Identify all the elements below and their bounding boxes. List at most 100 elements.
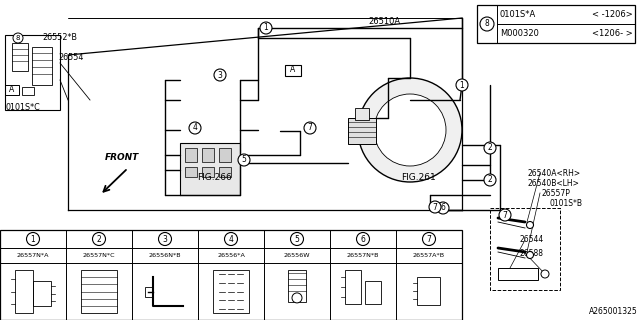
Circle shape bbox=[214, 69, 226, 81]
Circle shape bbox=[291, 233, 303, 245]
Text: 1: 1 bbox=[31, 235, 35, 244]
Text: 8: 8 bbox=[484, 20, 490, 28]
Bar bbox=[145, 286, 153, 297]
Circle shape bbox=[13, 33, 23, 43]
Bar bbox=[417, 277, 440, 305]
Circle shape bbox=[225, 233, 237, 245]
Text: 5: 5 bbox=[241, 156, 246, 164]
Circle shape bbox=[93, 233, 106, 245]
Bar bbox=[348, 118, 376, 144]
Text: 26557N*C: 26557N*C bbox=[83, 253, 115, 258]
Bar bbox=[219, 167, 231, 177]
Bar bbox=[285, 65, 301, 76]
Text: 2: 2 bbox=[97, 235, 101, 244]
Bar bbox=[185, 167, 197, 177]
Bar bbox=[12, 43, 28, 71]
Bar bbox=[365, 281, 381, 304]
Text: 2: 2 bbox=[488, 143, 492, 153]
Circle shape bbox=[499, 209, 511, 221]
Text: 8: 8 bbox=[16, 35, 20, 41]
Text: A: A bbox=[10, 85, 15, 94]
Text: 26556*A: 26556*A bbox=[217, 253, 245, 258]
Text: 6: 6 bbox=[360, 235, 365, 244]
Circle shape bbox=[189, 122, 201, 134]
Circle shape bbox=[541, 270, 549, 278]
Bar bbox=[15, 270, 33, 313]
Text: 26557N*B: 26557N*B bbox=[347, 253, 380, 258]
Text: A265001325: A265001325 bbox=[589, 307, 638, 316]
Text: FIG.261: FIG.261 bbox=[401, 173, 435, 182]
Circle shape bbox=[26, 233, 40, 245]
Text: 7: 7 bbox=[502, 211, 508, 220]
Text: < -1206>: < -1206> bbox=[592, 10, 633, 19]
Circle shape bbox=[429, 201, 441, 213]
Text: 26557P: 26557P bbox=[541, 188, 570, 197]
Circle shape bbox=[480, 17, 494, 31]
Text: M000320: M000320 bbox=[500, 29, 539, 38]
Circle shape bbox=[422, 233, 435, 245]
Text: 6: 6 bbox=[440, 204, 445, 212]
Text: 5: 5 bbox=[294, 235, 300, 244]
Text: FIG.266: FIG.266 bbox=[198, 173, 232, 182]
Circle shape bbox=[484, 174, 496, 186]
Text: 7: 7 bbox=[433, 203, 437, 212]
Text: 0101S*A: 0101S*A bbox=[500, 10, 536, 19]
Circle shape bbox=[374, 94, 446, 166]
Bar bbox=[345, 270, 361, 304]
Circle shape bbox=[292, 293, 302, 303]
Bar bbox=[498, 268, 538, 280]
Text: 3: 3 bbox=[163, 235, 168, 244]
Text: 26556W: 26556W bbox=[284, 253, 310, 258]
Text: FRONT: FRONT bbox=[105, 153, 139, 162]
Text: 0101S*B: 0101S*B bbox=[550, 199, 583, 209]
Circle shape bbox=[238, 154, 250, 166]
Circle shape bbox=[304, 122, 316, 134]
Bar bbox=[0, 230, 462, 320]
Circle shape bbox=[527, 221, 534, 228]
Text: 3: 3 bbox=[218, 70, 223, 79]
Bar bbox=[185, 148, 197, 162]
Text: 26557N*A: 26557N*A bbox=[17, 253, 49, 258]
Bar bbox=[288, 270, 306, 302]
Circle shape bbox=[456, 79, 468, 91]
Text: <1206- >: <1206- > bbox=[592, 29, 633, 38]
Bar bbox=[81, 270, 117, 313]
Bar bbox=[219, 148, 231, 162]
Text: 26557A*B: 26557A*B bbox=[413, 253, 445, 258]
Bar bbox=[33, 281, 51, 307]
Text: 1: 1 bbox=[460, 81, 465, 90]
Text: 26510A: 26510A bbox=[368, 18, 400, 27]
Text: 0101S*C: 0101S*C bbox=[5, 103, 40, 113]
Text: 4: 4 bbox=[193, 124, 197, 132]
Text: 26554: 26554 bbox=[58, 53, 83, 62]
Text: 4: 4 bbox=[228, 235, 234, 244]
Text: 26588: 26588 bbox=[519, 249, 543, 258]
Text: 26552*B: 26552*B bbox=[42, 34, 77, 43]
Bar bbox=[180, 143, 240, 195]
Bar bbox=[5, 35, 60, 110]
Text: 7: 7 bbox=[427, 235, 431, 244]
Bar bbox=[355, 108, 369, 120]
Circle shape bbox=[484, 142, 496, 154]
Circle shape bbox=[159, 233, 172, 245]
Text: 26540B<LH>: 26540B<LH> bbox=[527, 179, 579, 188]
Circle shape bbox=[358, 78, 462, 182]
Bar bbox=[5, 85, 19, 95]
Text: 2: 2 bbox=[488, 175, 492, 185]
Bar bbox=[22, 87, 34, 95]
Circle shape bbox=[527, 252, 534, 259]
Bar bbox=[213, 270, 249, 313]
Bar bbox=[202, 167, 214, 177]
Circle shape bbox=[437, 202, 449, 214]
Bar bbox=[202, 148, 214, 162]
Text: 26556N*B: 26556N*B bbox=[148, 253, 181, 258]
Text: A: A bbox=[291, 66, 296, 75]
Bar bbox=[32, 47, 52, 85]
Bar bbox=[477, 5, 635, 43]
Circle shape bbox=[260, 22, 272, 34]
Text: 26544: 26544 bbox=[519, 236, 543, 244]
Text: 7: 7 bbox=[308, 124, 312, 132]
Circle shape bbox=[356, 233, 369, 245]
Text: 26540A<RH>: 26540A<RH> bbox=[527, 169, 580, 178]
Text: 1: 1 bbox=[264, 23, 268, 33]
